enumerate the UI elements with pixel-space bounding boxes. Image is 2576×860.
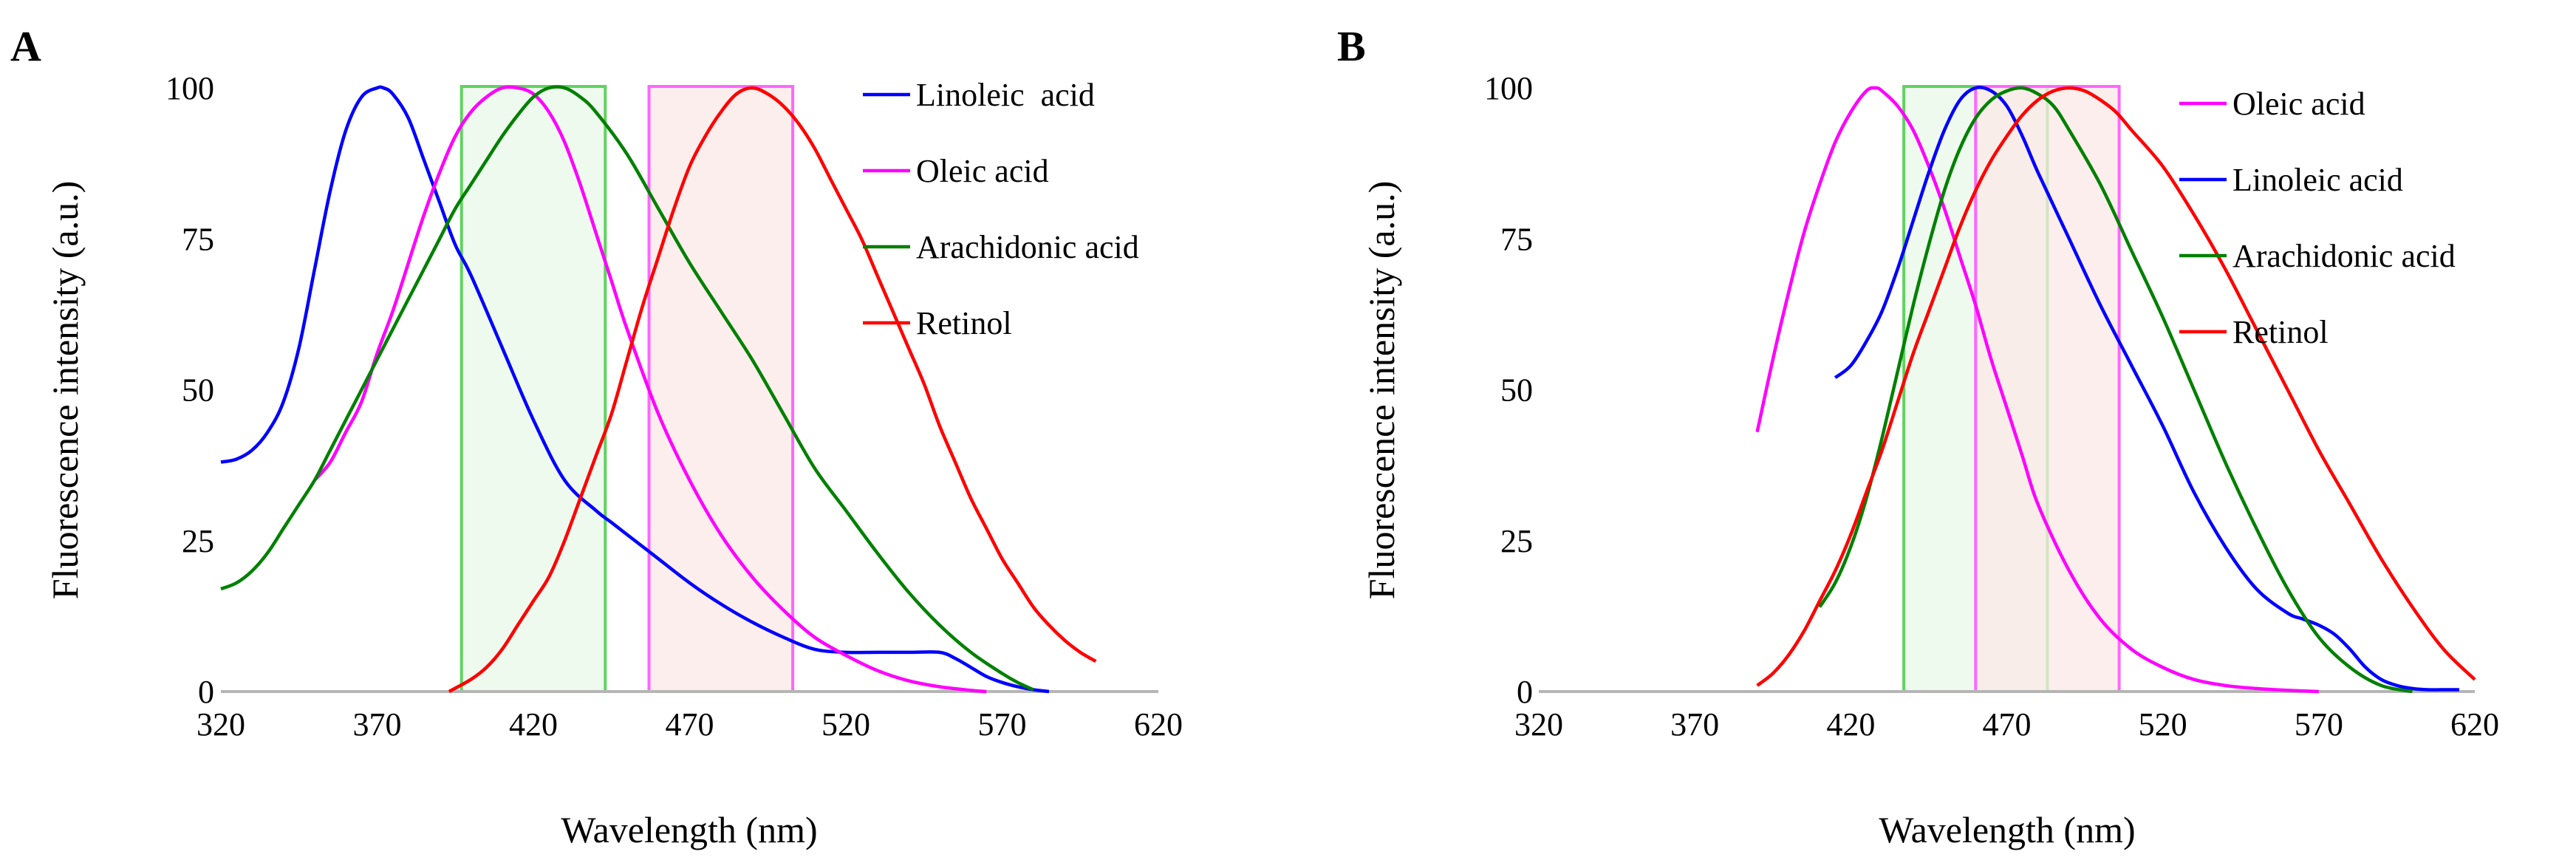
panel-a-legend: Linoleic acid Oleic acid Arachidonic acid R… (863, 77, 1139, 341)
panel-b-series-linoleic-acid (1834, 85, 2459, 692)
panel-a-legend-label-retinol: Retinol (916, 305, 1012, 341)
panel-b-x-ticks: 320 370 420 470 520 570 620 (1514, 706, 2499, 743)
panel-a-series-retinol (448, 86, 1097, 693)
panel-a-x-tick-label: 620 (1134, 706, 1183, 743)
panel-a-y-ticks: 0 25 50 75 100 (165, 70, 214, 710)
panel-a-bands (459, 85, 795, 693)
panel-a-x-tick-label: 520 (821, 706, 870, 743)
panel-b-x-tick-label: 620 (2450, 706, 2499, 743)
panel-b-y-tick-label: 50 (1500, 372, 1533, 409)
panel-b-y-axis-title: Fluorescence intensity (a.u.) (1361, 181, 1402, 599)
panel-a-x-ticks: 320 370 420 470 520 570 620 (197, 706, 1183, 743)
panel-a-legend-label-linoleic-acid: Linoleic acid (916, 77, 1095, 113)
panel-a-x-axis-title: Wavelength (nm) (561, 809, 817, 850)
panel-b-x-tick-label: 570 (2295, 706, 2343, 743)
panel-b-legend-label-arachidonic-acid: Arachidonic acid (2232, 238, 2456, 274)
panel-b-series-arachidonic-acid (1818, 86, 2413, 694)
panel-a-series (220, 85, 1097, 694)
panel-b-letter: B (1337, 22, 1366, 70)
panel-a-x-tick-label: 420 (509, 706, 558, 743)
panel-a-y-tick-label: 50 (182, 372, 214, 409)
panel-a-band-2 (647, 85, 795, 693)
panel-a-x-tick-label: 570 (978, 706, 1027, 743)
panel-b-x-tick-label: 320 (1514, 706, 1563, 743)
panel-b-y-ticks: 0 25 50 75 100 (1484, 70, 1533, 710)
panel-a-x-tick-label: 470 (666, 706, 714, 743)
panel-a: A 320 370 420 470 520 570 620 0 25 50 75 100 Wavel… (10, 22, 1183, 850)
panel-a-series-linoleic-acid (220, 85, 1050, 694)
panel-a-legend-label-arachidonic-acid: Arachidonic acid (916, 229, 1139, 265)
panel-b-legend-label-linoleic-acid: Linoleic acid (2232, 162, 2403, 198)
panel-b-x-tick-label: 420 (1826, 706, 1875, 743)
panel-b-x-tick-label: 520 (2139, 706, 2187, 743)
panel-b-legend: Oleic acid Linoleic acid Arachidonic acid R… (2179, 86, 2456, 350)
panel-a-y-axis-title: Fluorescence intensity (a.u.) (44, 181, 86, 599)
panel-b: B 320 370 420 470 520 570 620 0 25 50 75 100 Wavel… (1337, 22, 2499, 850)
panel-a-y-tick-label: 100 (165, 70, 214, 106)
panel-b-series (1755, 85, 2476, 694)
panel-a-x-tick-label: 370 (353, 706, 402, 743)
panel-b-y-tick-label: 75 (1500, 221, 1533, 257)
panel-b-series-oleic-acid (1755, 86, 2319, 694)
panel-a-letter: A (10, 22, 41, 70)
panel-a-legend-label-oleic-acid: Oleic acid (916, 153, 1049, 189)
panel-b-y-tick-label: 0 (1517, 674, 1533, 710)
panel-a-series-arachidonic-acid (220, 85, 1034, 692)
panel-b-x-axis-title: Wavelength (nm) (1879, 809, 2135, 850)
panel-a-y-tick-label: 75 (182, 221, 214, 257)
panel-b-legend-label-oleic-acid: Oleic acid (2232, 86, 2365, 122)
panel-a-x-tick-label: 320 (197, 706, 245, 743)
panel-b-x-tick-label: 470 (1983, 706, 2032, 743)
panel-b-series-retinol (1756, 86, 2476, 687)
panel-b-y-tick-label: 25 (1500, 523, 1533, 559)
panel-a-series-oleic-acid (313, 85, 987, 694)
panel-a-y-tick-label: 25 (182, 523, 214, 559)
panel-a-y-tick-label: 0 (198, 674, 214, 710)
panel-b-x-tick-label: 370 (1670, 706, 1719, 743)
panel-b-y-tick-label: 100 (1484, 70, 1533, 106)
panel-b-legend-label-retinol: Retinol (2232, 314, 2329, 350)
